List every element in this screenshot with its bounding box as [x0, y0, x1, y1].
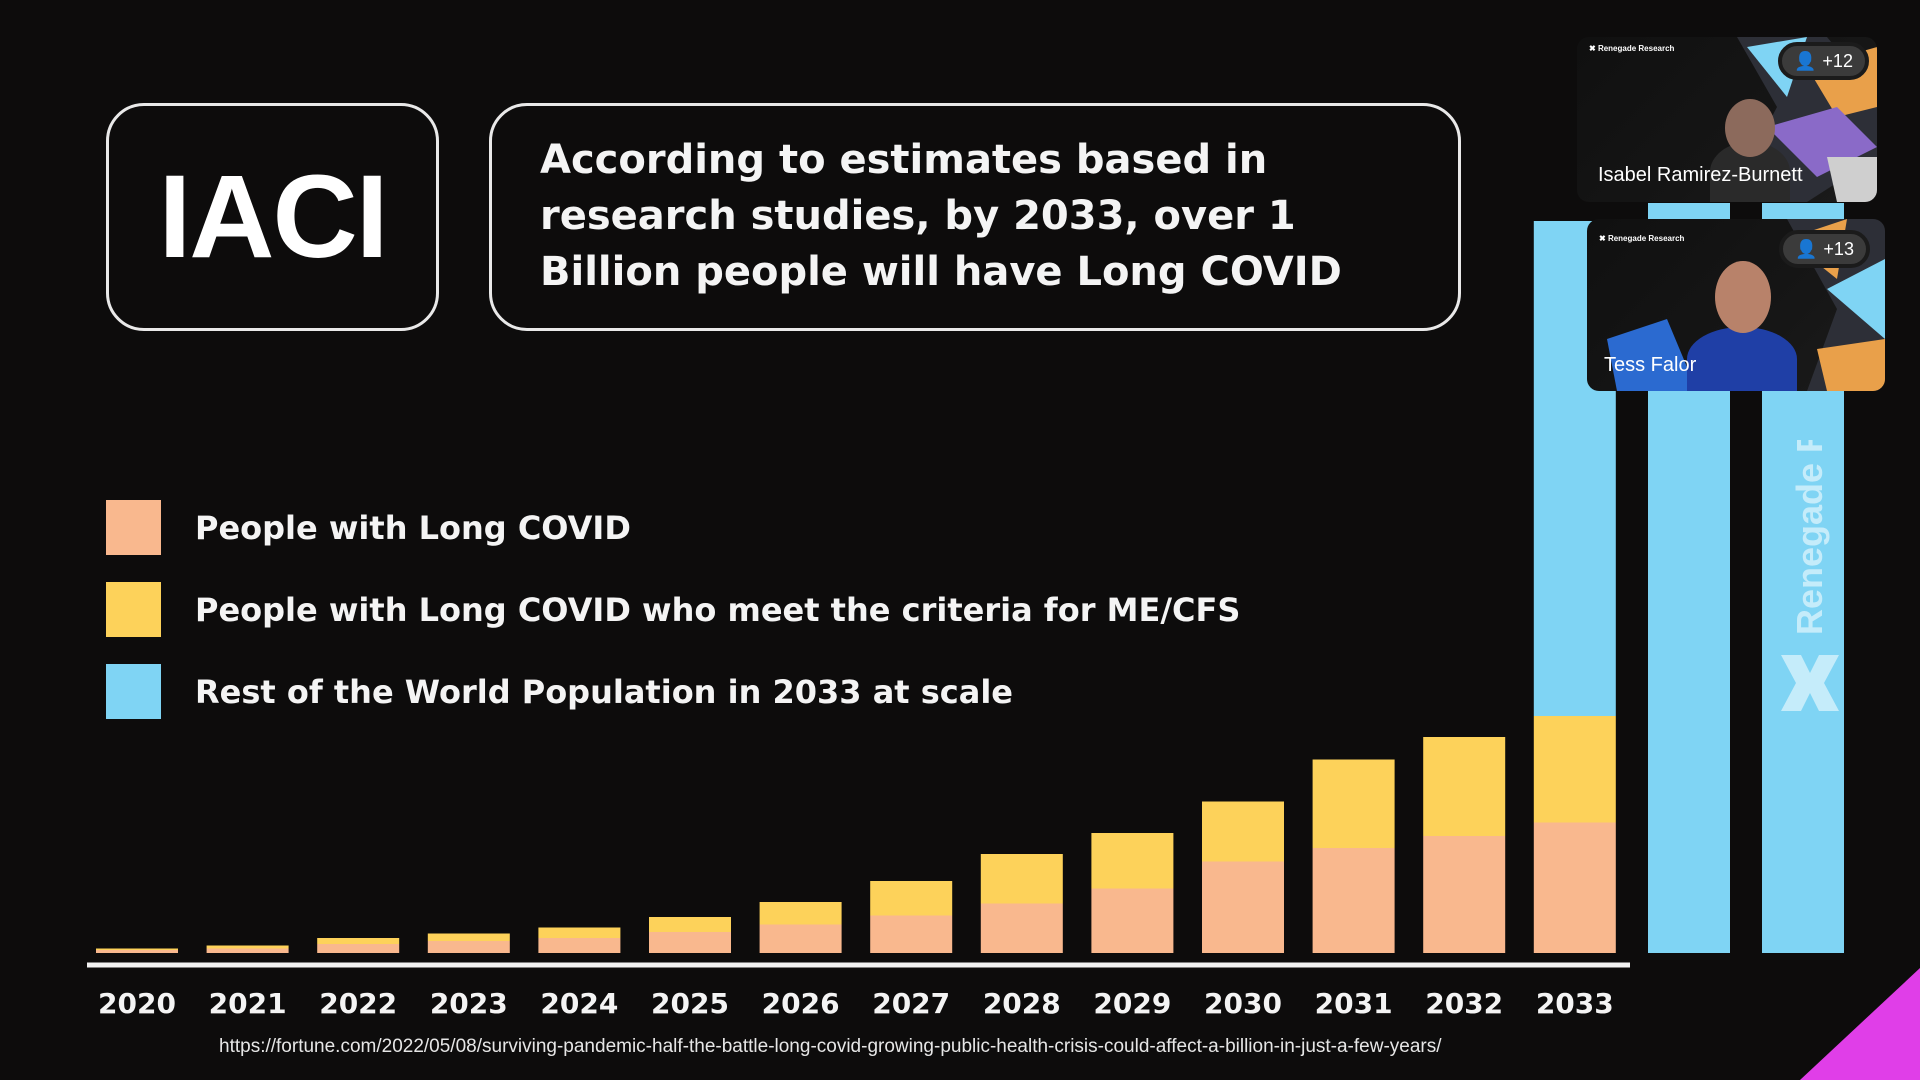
participant-face [1725, 99, 1775, 157]
x-tick-label-2020: 2020 [98, 987, 176, 1020]
tile-logo: ✖ Renegade Research [1589, 44, 1675, 53]
bar-2020-series-0 [96, 950, 178, 953]
badge-count: +12 [1822, 50, 1853, 71]
participant-tile-tess[interactable]: ✖ Renegade Research 👤 +13 Tess Falor [1587, 219, 1885, 391]
bar-2024-series-1 [538, 927, 621, 938]
bar-2027-series-1 [870, 881, 953, 916]
bar-2033-series-1 [1533, 716, 1616, 823]
x-tick-label-2022: 2022 [319, 987, 397, 1020]
x-tick-labels: 2020 2021 2022 2023 2024 2025 2026 2027 2028 2029… [98, 987, 1614, 1020]
participant-tile-isabel[interactable]: ✖ Renegade Research 👤 +12 Isabel Ramirez… [1577, 37, 1877, 202]
participant-name: Isabel Ramirez-Burnett [1598, 164, 1803, 186]
bar-2029-series-1 [1091, 833, 1174, 889]
bar-2020-series-1 [96, 948, 178, 950]
participant-count-badge[interactable]: 👤 +13 [1779, 230, 1870, 268]
x-tick-label-2026: 2026 [762, 987, 840, 1020]
person-icon: 👤 [1795, 238, 1818, 259]
legend-item-long-covid: People with Long COVID [106, 500, 631, 555]
legend-label: People with Long COVID [195, 508, 631, 547]
x-tick-label-2024: 2024 [540, 987, 618, 1020]
x-tick-label-2033: 2033 [1536, 987, 1614, 1020]
x-tick-label-2025: 2025 [651, 987, 729, 1020]
x-tick-label-2023: 2023 [430, 987, 508, 1020]
person-icon: 👤 [1794, 50, 1817, 71]
brand-watermark-text: Renegade Research [1789, 440, 1830, 635]
tile-logo-text: Renegade Research [1597, 44, 1675, 53]
legend-label: People with Long COVID who meet the crit… [195, 590, 1241, 629]
bar-2033-series-0 [1533, 822, 1616, 953]
legend-item-rest-of-world: Rest of the World Population in 2033 at … [106, 664, 1013, 719]
x-tick-label-2021: 2021 [209, 987, 287, 1020]
bar-2029-series-0 [1091, 888, 1174, 953]
participant-count-badge[interactable]: 👤 +12 [1778, 42, 1869, 80]
legend-swatch-me-cfs [106, 582, 161, 637]
x-tick-label-2028: 2028 [983, 987, 1061, 1020]
bar-2023-series-0 [427, 941, 510, 953]
legend-swatch-long-covid [106, 500, 161, 555]
bar-2023-series-1 [427, 933, 510, 941]
bar-2025-series-1 [649, 917, 731, 932]
tile-logo-text: Renegade Research [1607, 234, 1685, 243]
bar-2027-series-0 [870, 915, 953, 953]
x-tick-label-2032: 2032 [1425, 987, 1503, 1020]
legend-swatch-rest-of-world [106, 664, 161, 719]
bar-2022-series-0 [317, 944, 400, 953]
bar-2031-series-1 [1312, 759, 1395, 848]
bar-2031-series-0 [1312, 848, 1395, 953]
x-tick-label-2031: 2031 [1315, 987, 1393, 1020]
badge-count: +13 [1823, 238, 1854, 259]
x-tick-label-2029: 2029 [1093, 987, 1171, 1020]
slide-headline: According to estimates based in research… [540, 137, 1342, 295]
bar-2032-series-1 [1423, 737, 1506, 836]
bar-2021-series-1 [206, 945, 289, 949]
participant-silhouette [1687, 327, 1797, 391]
bar-2032-series-0 [1423, 836, 1506, 953]
source-url[interactable]: https://fortune.com/2022/05/08/surviving… [219, 1036, 1442, 1057]
corner-accent-triangle [1800, 968, 1920, 1080]
bar-2025-series-0 [649, 932, 731, 953]
logo-box: IACI [106, 103, 439, 331]
participant-name: Tess Falor [1604, 354, 1697, 376]
bar-2030-series-0 [1202, 861, 1284, 953]
participant-face [1715, 261, 1771, 333]
bars-group [96, 203, 1844, 953]
headline-box: According to estimates based in research… [489, 103, 1461, 331]
bar-2021-series-0 [206, 948, 289, 953]
bar-2028-series-1 [980, 854, 1063, 904]
bar-2026-series-1 [759, 902, 842, 925]
renegade-x-icon [1781, 655, 1839, 711]
x-tick-label-2030: 2030 [1204, 987, 1282, 1020]
x-tick-label-2027: 2027 [872, 987, 950, 1020]
renegade-research-watermark: Renegade Research [1781, 440, 1839, 711]
legend-label: Rest of the World Population in 2033 at … [195, 672, 1013, 711]
legend-item-me-cfs: People with Long COVID who meet the crit… [106, 582, 1240, 637]
iaci-logo: IACI [158, 151, 389, 283]
bar-2030-series-1 [1202, 801, 1284, 862]
bar-2026-series-0 [759, 924, 842, 953]
bar-2022-series-1 [317, 938, 400, 944]
bar-2028-series-0 [980, 903, 1063, 953]
bar-2024-series-0 [538, 938, 621, 953]
tile-logo: ✖ Renegade Research [1599, 234, 1685, 243]
